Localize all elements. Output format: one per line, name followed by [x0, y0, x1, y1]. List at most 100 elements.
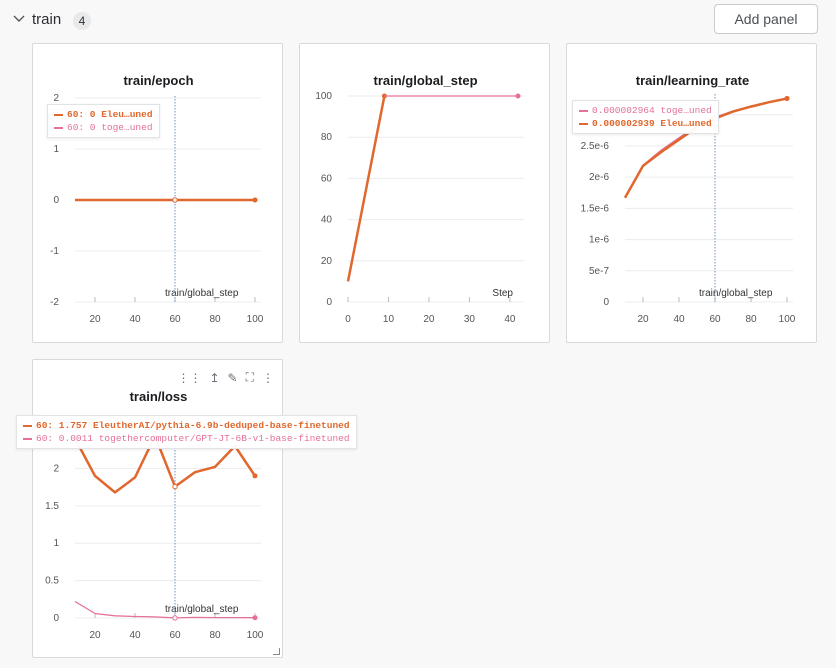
x-tick-label: 60 [169, 314, 181, 325]
chart-svg[interactable]: train/global_step 100 80 60 40 20 0 0 10 20 30 40 St… [300, 44, 551, 344]
hover-tooltip: 60: 1.757 EleutherAI/pythia-6.9b-deduped… [16, 415, 357, 449]
tooltip-row: 60: 0 Eleu…uned [54, 108, 153, 121]
tooltip-text: 0.000002939 Eleu…uned [592, 118, 712, 129]
y-tick-label: 1.5e-6 [581, 203, 610, 214]
series-endpoint [252, 473, 258, 479]
x-tick-label: 40 [129, 314, 141, 325]
tooltip-row: 60: 0.0011 togethercomputer/GPT-JT-6B-v1… [23, 432, 350, 445]
tooltip-text: 60: 0.0011 togethercomputer/GPT-JT-6B-v1… [36, 433, 350, 444]
series-endpoint [252, 197, 258, 203]
tooltip-text: 0.000002964 toge…uned [592, 105, 712, 116]
x-axis-label: train/global_step [699, 288, 773, 299]
y-tick-label: 1 [53, 538, 59, 549]
panel-train-global-step[interactable]: train/global_step 100 80 60 40 20 0 0 10 20 30 40 St… [299, 43, 550, 343]
chart-title: train/epoch [123, 73, 193, 88]
x-tick-label: 60 [169, 630, 181, 641]
panel-train-loss[interactable]: train/loss 2 1.5 1 0.5 0 20 40 60 80 100 train/glob… [16, 359, 357, 660]
y-tick-label: 0 [603, 297, 609, 308]
chart-svg[interactable]: train/learning_rate3e-62.5e-62e-61.5e-61… [567, 44, 818, 344]
legend-swatch [54, 126, 63, 129]
tooltip-row: 0.000002939 Eleu…uned [579, 117, 712, 130]
series-line [74, 600, 256, 619]
tooltip-row: 60: 1.757 EleutherAI/pythia-6.9b-deduped… [23, 419, 350, 432]
legend-swatch [23, 424, 32, 427]
x-tick-label: 20 [423, 314, 435, 325]
x-tick-label: 100 [779, 314, 796, 325]
tooltip-row: 0.000002964 toge…uned [579, 104, 712, 117]
x-tick-label: 40 [673, 314, 685, 325]
x-tick-label: 60 [709, 314, 721, 325]
x-axis-label: train/global_step [165, 604, 239, 615]
x-tick-label: 20 [89, 630, 101, 641]
x-tick-label: 30 [464, 314, 476, 325]
y-tick-label: 2 [53, 463, 59, 474]
y-tick-label: 2 [53, 93, 59, 104]
tooltip-row: 60: 0 toge…uned [54, 121, 153, 134]
resize-handle-icon[interactable] [273, 648, 280, 655]
series-line [73, 434, 257, 494]
x-tick-label: 0 [345, 314, 351, 325]
x-tick-label: 100 [247, 314, 264, 325]
x-tick-label: 80 [209, 314, 221, 325]
x-axis-label: Step [492, 288, 513, 299]
panel-count-badge: 4 [73, 12, 91, 30]
hover-point [172, 483, 178, 490]
y-tick-label: 1e-6 [589, 235, 609, 246]
y-tick-label: 0.5 [45, 576, 59, 587]
x-axis-label: train/global_step [165, 288, 239, 299]
legend-swatch [23, 437, 32, 440]
drag-handle-icon[interactable]: ⋮⋮ [177, 370, 202, 385]
tooltip-text: 60: 0 Eleu…uned [67, 109, 153, 120]
chevron-down-icon[interactable] [12, 12, 26, 26]
panel-train-epoch[interactable]: train/epoch 2 1 0 -1 -2 20 40 60 80 100 train/globa… [32, 43, 283, 343]
x-tick-label: 100 [247, 630, 264, 641]
share-icon[interactable]: ↥ [209, 370, 220, 385]
edit-pencil-icon[interactable]: ✎ [227, 370, 238, 385]
y-tick-label: 40 [321, 215, 333, 226]
hover-point [172, 197, 178, 203]
tooltip-text: 60: 0 toge…uned [67, 122, 153, 133]
y-tick-label: 60 [321, 173, 333, 184]
y-tick-label: 80 [321, 132, 333, 143]
y-tick-label: 0 [326, 297, 332, 308]
y-tick-label: -2 [50, 297, 59, 308]
chart-title: train/global_step [373, 73, 477, 88]
x-tick-label: 40 [504, 314, 516, 325]
x-tick-label: 80 [745, 314, 757, 325]
legend-swatch [579, 109, 588, 112]
more-options-icon[interactable]: ⋮ [262, 370, 274, 385]
x-tick-label: 80 [209, 630, 221, 641]
legend-swatch [579, 122, 588, 125]
series-endpoint [784, 95, 790, 101]
chart-svg[interactable]: train/loss 2 1.5 1 0.5 0 20 40 60 80 100 train/glob… [33, 360, 284, 660]
y-tick-label: 0 [53, 195, 59, 206]
x-tick-label: 10 [383, 314, 395, 325]
y-tick-label: 100 [315, 91, 332, 102]
series-endpoint [252, 615, 258, 621]
panel-toolbar: ⋮⋮ ↥ ✎ ⛶ ⋮ [177, 370, 274, 385]
y-tick-label: 1.5 [45, 501, 59, 512]
y-tick-label: 2.5e-6 [581, 141, 610, 152]
section-header: train 4 Add panel [0, 0, 836, 40]
add-panel-button[interactable]: Add panel [714, 4, 818, 34]
y-tick-label: 0 [53, 613, 59, 624]
hover-tooltip: 60: 0 Eleu…uned 60: 0 toge…uned [47, 104, 160, 138]
x-tick-label: 20 [89, 314, 101, 325]
hover-point [172, 615, 178, 621]
chart-title: train/loss [130, 389, 188, 404]
hover-tooltip: 0.000002964 toge…uned 0.000002939 Eleu…un… [572, 100, 719, 134]
series-endpoint [515, 93, 521, 99]
y-tick-label: 5e-7 [589, 266, 609, 277]
panel-train-learning-rate[interactable]: train/learning_rate3e-62.5e-62e-61.5e-61… [566, 43, 817, 343]
legend-swatch [54, 113, 63, 116]
tooltip-text: 60: 1.757 EleutherAI/pythia-6.9b-deduped… [36, 420, 350, 431]
chart-title: train/learning_rate [636, 73, 749, 88]
y-tick-label: 20 [321, 256, 333, 267]
y-tick-label: -1 [50, 246, 59, 257]
x-tick-label: 40 [129, 630, 141, 641]
chart-svg[interactable]: train/epoch 2 1 0 -1 -2 20 40 60 80 100 train/globa… [33, 44, 284, 344]
fullscreen-icon[interactable]: ⛶ [245, 370, 254, 384]
section-title[interactable]: train [32, 11, 62, 28]
series-line [346, 95, 386, 282]
x-tick-label: 20 [637, 314, 649, 325]
